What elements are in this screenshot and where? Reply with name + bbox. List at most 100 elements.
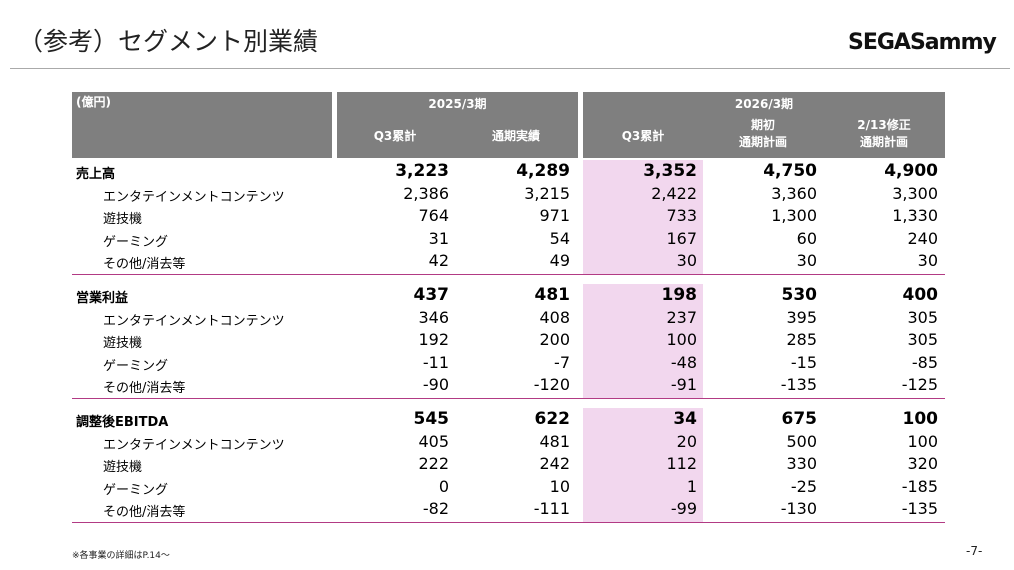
cell-value: 3,215	[524, 183, 570, 203]
cell-value: 622	[534, 409, 571, 429]
cell-value: 167	[666, 228, 697, 248]
row-label: 営業利益	[76, 291, 129, 306]
row-label: 遊技機	[103, 212, 143, 228]
row-label: ゲーミング	[103, 358, 169, 374]
column-header: 2/13修正 通期計画	[857, 118, 911, 149]
cell-value: 200	[539, 330, 570, 350]
cell-value: 320	[907, 454, 938, 474]
cell-value: 3,360	[771, 183, 817, 203]
cell-value: -11	[422, 352, 449, 372]
section-rule	[72, 274, 945, 275]
header-cell	[337, 92, 578, 158]
row-label: 調整後EBITDA	[76, 415, 169, 430]
cell-value: 481	[539, 431, 570, 451]
title-rule	[10, 68, 1010, 69]
cell-value: -130	[780, 499, 817, 519]
cell-value: 60	[796, 228, 817, 248]
cell-value: 242	[539, 454, 570, 474]
cell-value: -15	[790, 352, 817, 372]
cell-value: 192	[418, 330, 449, 350]
header-cell	[72, 92, 332, 158]
column-header: 通期実績	[491, 129, 540, 143]
cell-value: 1,300	[771, 206, 817, 226]
cell-value: 54	[549, 228, 570, 248]
cell-value: 400	[902, 285, 939, 305]
cell-value: 3,352	[643, 161, 697, 181]
cell-value: -99	[670, 499, 697, 519]
row-label: ゲーミング	[103, 482, 169, 498]
cell-value: 34	[673, 409, 697, 429]
row-label: その他/消去等	[103, 257, 186, 273]
row-label: エンタテインメントコンテンツ	[103, 189, 285, 205]
cell-value: 408	[539, 307, 570, 327]
cell-value: 733	[666, 206, 697, 226]
cell-value: 437	[413, 285, 450, 305]
header-cell	[583, 92, 945, 158]
cell-value: 1,330	[892, 206, 938, 226]
row-label: 売上高	[76, 167, 116, 182]
cell-value: -135	[780, 375, 817, 395]
cell-value: 764	[418, 206, 449, 226]
cell-value: 2,422	[651, 183, 697, 203]
title: （参考）セグメント別業績	[18, 27, 319, 56]
cell-value: 2,386	[403, 183, 449, 203]
cell-value: -90	[422, 375, 449, 395]
cell-value: -111	[533, 499, 570, 519]
row-label: その他/消去等	[103, 505, 186, 521]
cell-value: 30	[796, 251, 817, 271]
unit: (億円)	[76, 95, 111, 109]
highlight-column	[583, 284, 703, 398]
section-rule	[72, 522, 945, 523]
column-header: Q3累計	[373, 129, 417, 143]
cell-value: 330	[786, 454, 817, 474]
section-rule	[72, 398, 945, 399]
cell-value: 1	[686, 476, 697, 496]
period: 2026/3期	[734, 97, 794, 111]
logo: SEGASammy	[848, 30, 997, 55]
cell-value: 100	[902, 409, 939, 429]
cell-value: -7	[554, 352, 570, 372]
row-label: ゲーミング	[103, 234, 169, 250]
cell-value: 49	[549, 251, 570, 271]
highlight-column	[583, 160, 703, 274]
row-label: エンタテインメントコンテンツ	[103, 437, 285, 453]
cell-value: 675	[781, 409, 818, 429]
footnote: ※各事業の詳細はP.14～	[72, 551, 170, 561]
cell-value: 100	[907, 431, 938, 451]
cell-value: -125	[901, 375, 938, 395]
cell-value: 222	[418, 454, 449, 474]
row-label: エンタテインメントコンテンツ	[103, 313, 285, 329]
cell-value: 545	[413, 409, 450, 429]
cell-value: 481	[534, 285, 571, 305]
cell-value: 305	[907, 330, 938, 350]
cell-value: 305	[907, 307, 938, 327]
cell-value: 240	[907, 228, 938, 248]
cell-value: -91	[670, 375, 697, 395]
cell-value: -25	[790, 476, 817, 496]
cell-value: 4,289	[516, 161, 570, 181]
period: 2025/3期	[428, 97, 487, 111]
cell-value: -85	[911, 352, 938, 372]
column-header: 期初 通期計画	[738, 118, 787, 149]
cell-value: 10	[549, 476, 570, 496]
cell-value: 31	[428, 228, 449, 248]
cell-value: 346	[418, 307, 449, 327]
cell-value: -135	[901, 499, 938, 519]
page-number: -7-	[966, 544, 983, 558]
cell-value: 3,300	[892, 183, 938, 203]
cell-value: 971	[539, 206, 570, 226]
column-header: Q3累計	[621, 129, 665, 143]
cell-value: -48	[670, 352, 697, 372]
cell-value: 0	[438, 476, 449, 496]
cell-value: 285	[786, 330, 817, 350]
cell-value: 42	[428, 251, 449, 271]
cell-value: -82	[422, 499, 449, 519]
cell-value: 30	[676, 251, 697, 271]
cell-value: 500	[786, 431, 817, 451]
cell-value: 20	[676, 431, 697, 451]
cell-value: 3,223	[395, 161, 449, 181]
cell-value: 100	[666, 330, 697, 350]
cell-value: 530	[781, 285, 818, 305]
cell-value: 4,750	[763, 161, 817, 181]
